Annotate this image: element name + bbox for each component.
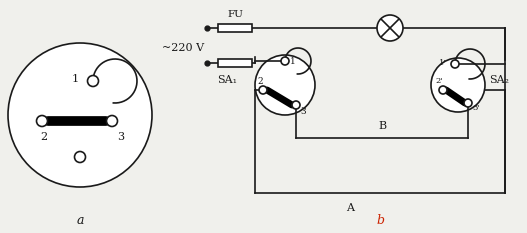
Text: 2: 2 xyxy=(41,132,47,142)
Text: 3: 3 xyxy=(117,132,124,142)
Text: FU: FU xyxy=(227,10,243,19)
Bar xyxy=(218,24,252,32)
Text: 2': 2' xyxy=(435,77,443,85)
Text: ~220 V: ~220 V xyxy=(162,43,204,53)
Text: 1: 1 xyxy=(72,74,79,84)
Circle shape xyxy=(259,86,267,94)
Circle shape xyxy=(106,116,118,127)
Text: B: B xyxy=(378,121,386,131)
Circle shape xyxy=(451,60,459,68)
Circle shape xyxy=(8,43,152,187)
Circle shape xyxy=(74,151,85,162)
Text: 3': 3' xyxy=(472,104,480,112)
Text: A: A xyxy=(346,203,354,213)
Text: SA₁: SA₁ xyxy=(217,75,237,85)
Circle shape xyxy=(36,116,47,127)
Circle shape xyxy=(255,55,315,115)
Bar xyxy=(218,59,252,67)
Text: 1: 1 xyxy=(290,56,296,65)
Text: 2: 2 xyxy=(257,76,263,86)
Circle shape xyxy=(431,58,485,112)
Circle shape xyxy=(439,86,447,94)
Text: 1': 1' xyxy=(439,59,447,67)
Circle shape xyxy=(377,15,403,41)
Circle shape xyxy=(87,75,99,86)
Text: a: a xyxy=(76,215,84,227)
Circle shape xyxy=(292,101,300,109)
Text: b: b xyxy=(376,215,384,227)
Text: 3: 3 xyxy=(300,106,306,116)
Circle shape xyxy=(464,99,472,107)
Circle shape xyxy=(281,57,289,65)
Text: SA₂: SA₂ xyxy=(489,75,509,85)
